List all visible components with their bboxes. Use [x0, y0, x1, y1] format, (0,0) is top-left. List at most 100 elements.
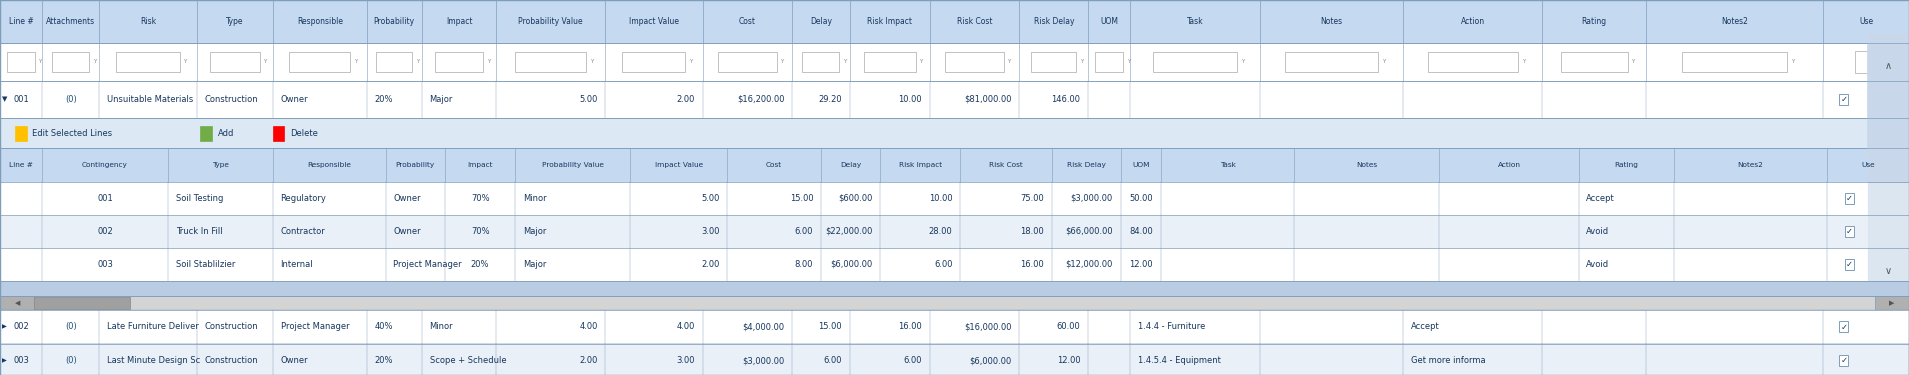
- FancyBboxPatch shape: [1560, 52, 1628, 72]
- FancyBboxPatch shape: [863, 52, 916, 72]
- Text: 75.00: 75.00: [1021, 194, 1044, 203]
- Text: Notes: Notes: [1321, 17, 1342, 26]
- Text: 60.00: 60.00: [1058, 322, 1080, 332]
- Text: UOM: UOM: [1100, 17, 1119, 26]
- Text: Responsible: Responsible: [296, 17, 344, 26]
- Text: Action: Action: [1497, 162, 1521, 168]
- Text: ▼: ▼: [2, 96, 8, 102]
- Text: 15.00: 15.00: [819, 322, 842, 332]
- Text: Y: Y: [1382, 59, 1386, 64]
- Text: 001: 001: [13, 95, 29, 104]
- Text: Owner: Owner: [281, 356, 307, 365]
- FancyBboxPatch shape: [52, 52, 90, 72]
- Text: Type: Type: [225, 17, 244, 26]
- Text: ▶: ▶: [1890, 300, 1894, 306]
- FancyBboxPatch shape: [1856, 51, 1878, 73]
- Text: Y: Y: [1241, 59, 1245, 64]
- Text: Scope + Schedule: Scope + Schedule: [430, 356, 506, 365]
- Text: Probability: Probability: [374, 17, 414, 26]
- Text: Project Manager: Project Manager: [281, 322, 349, 332]
- Text: 6.00: 6.00: [934, 260, 953, 269]
- Text: Probability Value: Probability Value: [542, 162, 603, 168]
- Text: $81,000.00: $81,000.00: [964, 95, 1012, 104]
- Text: Rating: Rating: [1581, 17, 1607, 26]
- Text: $66,000.00: $66,000.00: [1065, 227, 1113, 236]
- Text: Y: Y: [920, 59, 922, 64]
- Text: Task: Task: [1220, 162, 1235, 168]
- Text: Y: Y: [183, 59, 187, 64]
- FancyBboxPatch shape: [34, 297, 130, 309]
- Text: Add: Add: [218, 129, 235, 138]
- Text: Y: Y: [1521, 59, 1525, 64]
- Text: (0): (0): [65, 322, 76, 332]
- Text: Major: Major: [430, 95, 452, 104]
- Text: 6.00: 6.00: [823, 356, 842, 365]
- Text: (0): (0): [65, 95, 76, 104]
- Text: UOM: UOM: [1132, 162, 1149, 168]
- FancyBboxPatch shape: [1875, 296, 1909, 310]
- Text: Accept: Accept: [1411, 322, 1439, 332]
- Text: 146.00: 146.00: [1052, 95, 1080, 104]
- Text: Responsible: Responsible: [307, 162, 351, 168]
- Text: 70%: 70%: [472, 227, 489, 236]
- Text: Line #: Line #: [10, 17, 32, 26]
- Text: Notes2: Notes2: [1737, 162, 1764, 168]
- Text: Y: Y: [689, 59, 693, 64]
- Text: Internal: Internal: [281, 260, 313, 269]
- Text: 002: 002: [97, 227, 113, 236]
- FancyBboxPatch shape: [15, 126, 27, 141]
- FancyBboxPatch shape: [515, 52, 586, 72]
- Text: Soil Stablilzier: Soil Stablilzier: [176, 260, 235, 269]
- Text: Contingency: Contingency: [82, 162, 128, 168]
- FancyBboxPatch shape: [0, 0, 1909, 43]
- Text: 20%: 20%: [374, 356, 393, 365]
- Text: Impact: Impact: [447, 17, 472, 26]
- FancyBboxPatch shape: [0, 296, 1909, 310]
- Text: Y: Y: [353, 59, 357, 64]
- Text: Soil Testing: Soil Testing: [176, 194, 223, 203]
- Text: (0): (0): [65, 356, 76, 365]
- Text: 003: 003: [13, 356, 29, 365]
- Text: Y: Y: [1632, 59, 1634, 64]
- FancyBboxPatch shape: [945, 52, 1004, 72]
- Text: Risk Cost: Risk Cost: [989, 162, 1023, 168]
- Text: Accept: Accept: [1586, 194, 1615, 203]
- Text: Risk Delay: Risk Delay: [1067, 162, 1105, 168]
- Text: $6,000.00: $6,000.00: [830, 260, 872, 269]
- FancyBboxPatch shape: [0, 118, 1909, 148]
- Text: 5.00: 5.00: [701, 194, 720, 203]
- FancyBboxPatch shape: [0, 344, 1909, 375]
- FancyBboxPatch shape: [210, 52, 260, 72]
- Text: 20%: 20%: [472, 260, 489, 269]
- Text: Type: Type: [212, 162, 229, 168]
- Text: 40%: 40%: [374, 322, 393, 332]
- Text: ✓: ✓: [1846, 227, 1854, 236]
- Text: Impact Value: Impact Value: [628, 17, 680, 26]
- Text: 12.00: 12.00: [1130, 260, 1153, 269]
- Text: 6.00: 6.00: [794, 227, 813, 236]
- Text: Probability: Probability: [395, 162, 435, 168]
- Text: Use: Use: [1861, 162, 1875, 168]
- Text: 4.00: 4.00: [578, 322, 598, 332]
- Text: Y: Y: [487, 59, 491, 64]
- Text: $4,000.00: $4,000.00: [743, 322, 785, 332]
- Text: Construction: Construction: [204, 356, 258, 365]
- Text: Y: Y: [1126, 59, 1130, 64]
- Text: 3.00: 3.00: [701, 227, 720, 236]
- Text: Delay: Delay: [809, 17, 832, 26]
- Text: 1.4.4 - Furniture: 1.4.4 - Furniture: [1138, 322, 1205, 332]
- Text: Major: Major: [523, 260, 546, 269]
- Text: Cost: Cost: [766, 162, 783, 168]
- Text: 16.00: 16.00: [899, 322, 922, 332]
- Text: Contractor: Contractor: [281, 227, 325, 236]
- Text: Y: Y: [1791, 59, 1794, 64]
- Text: Owner: Owner: [393, 227, 420, 236]
- FancyBboxPatch shape: [802, 52, 840, 72]
- Text: 4.00: 4.00: [676, 322, 695, 332]
- Text: Action: Action: [1460, 17, 1485, 26]
- Text: Minor: Minor: [523, 194, 546, 203]
- Text: Rating: Rating: [1615, 162, 1638, 168]
- Text: Y: Y: [844, 59, 846, 64]
- Text: Y: Y: [1080, 59, 1082, 64]
- Text: Impact: Impact: [468, 162, 493, 168]
